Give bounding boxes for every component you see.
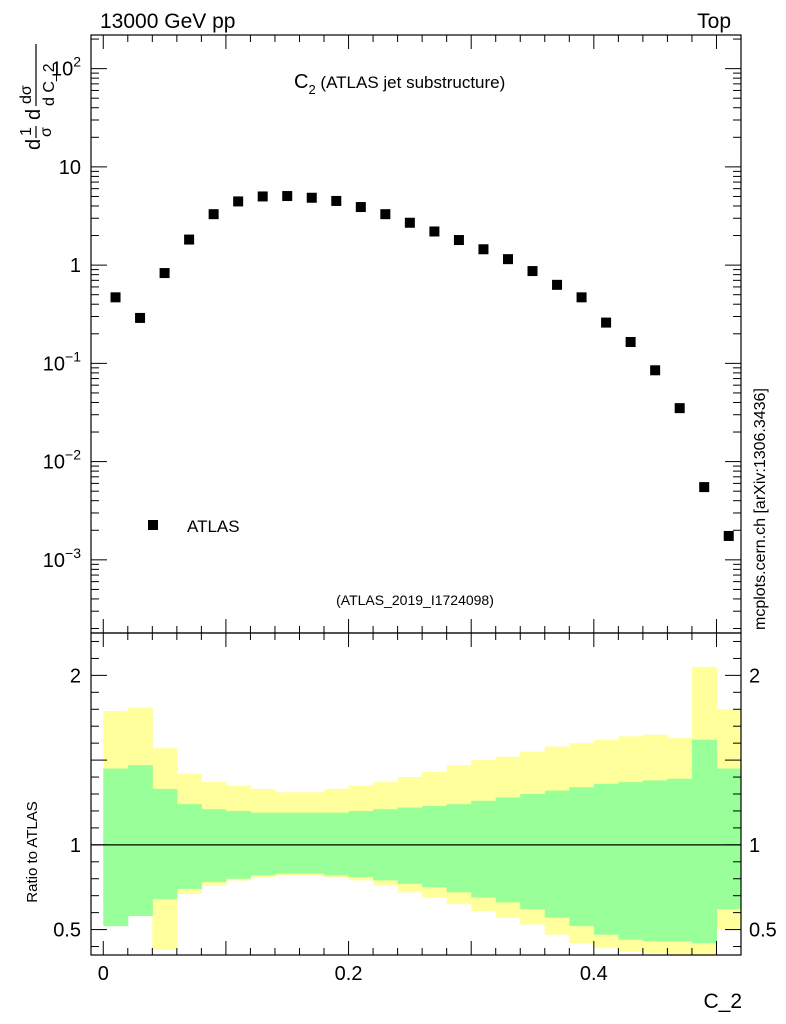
xtick-label-2: 0.4 (580, 963, 608, 985)
data-point-0 (110, 292, 121, 303)
data-point-2 (159, 268, 170, 279)
data-point-10 (355, 202, 366, 213)
ratio-ytick-label-right-0: 0.5 (749, 920, 777, 942)
top-ytick-mantissa-4: 10 (43, 452, 65, 474)
band-inner-bin-2 (152, 788, 178, 900)
band-inner-bin-21 (618, 782, 644, 940)
plot-title-rest: (ATLAS jet substructure) (316, 73, 506, 92)
band-inner-bin-18 (544, 790, 570, 918)
xtick-label-1: 0.2 (335, 963, 363, 985)
data-point-4 (208, 209, 219, 220)
ratio-ytick-label-left-2: 2 (70, 665, 81, 687)
top-ytick-mantissa-1: 10 (59, 157, 81, 179)
ratio-ytick-label-right-1: 1 (749, 835, 760, 857)
data-point-12 (404, 217, 415, 228)
data-point-9 (331, 195, 342, 206)
top-ytick-mantissa-0: 10 (51, 59, 73, 81)
top-ytick-exponent-0: 2 (73, 54, 81, 70)
header-right: Top (697, 10, 731, 33)
plot-title-main: C (294, 71, 308, 93)
top-ytick-exponent-3: −1 (65, 348, 81, 364)
band-inner-bin-13 (422, 805, 448, 888)
data-point-13 (429, 226, 440, 237)
band-inner-bin-1 (127, 765, 153, 917)
band-inner-bin-20 (593, 783, 619, 935)
top-ytick-label-2: 1 (70, 255, 81, 277)
band-inner-bin-14 (446, 804, 472, 893)
top-ytick-mantissa-2: 1 (70, 255, 81, 277)
plot-title-sub: 2 (308, 82, 315, 97)
band-inner-bin-8 (299, 812, 325, 874)
band-inner-bin-22 (642, 780, 668, 942)
ratio-ytick-label-right-2: 2 (749, 665, 760, 687)
xtick-label-0: 0 (98, 963, 109, 985)
data-point-23 (674, 403, 685, 414)
top-ytick-label-5: 10−3 (43, 545, 81, 572)
ratio-ytick-label-left-0: 0.5 (53, 920, 81, 942)
band-inner-bin-17 (520, 794, 546, 910)
ylabel-dc2: d C_2 (41, 63, 58, 106)
data-point-21 (625, 336, 636, 347)
top-frame (90, 34, 742, 634)
top-ytick-exponent-4: −2 (65, 447, 81, 463)
data-point-22 (650, 365, 661, 376)
legend-marker (148, 520, 158, 530)
data-point-18 (552, 279, 563, 290)
ratio-ylabel: Ratio to ATLAS (24, 801, 41, 902)
data-point-6 (257, 191, 268, 202)
data-point-20 (601, 317, 612, 328)
xlabel: C_2 (703, 990, 742, 1013)
band-inner-bin-3 (176, 804, 202, 889)
top-ytick-mantissa-5: 10 (43, 550, 65, 572)
data-point-16 (502, 254, 513, 265)
band-inner-bin-25 (716, 768, 742, 910)
data-point-8 (306, 192, 317, 203)
band-inner-bin-9 (324, 812, 350, 876)
data-point-7 (282, 191, 293, 202)
data-point-17 (527, 266, 538, 277)
data-point-14 (453, 235, 464, 246)
analysis-tag: (ATLAS_2019_I1724098) (336, 592, 494, 608)
top-ytick-exponent-5: −3 (65, 545, 81, 561)
band-inner-bin-4 (201, 809, 227, 883)
band-inner-bin-6 (250, 812, 276, 876)
data-point-25 (723, 530, 734, 541)
ylabel-d2: d (23, 109, 45, 120)
top-ytick-mantissa-3: 10 (43, 353, 65, 375)
band-inner-bin-7 (274, 812, 300, 874)
top-ylabel: d 1 σ d dσ d C_2 (18, 44, 58, 150)
header-left: 13000 GeV pp (100, 10, 235, 33)
band-inner-bin-23 (667, 778, 693, 942)
data-point-24 (699, 482, 710, 493)
ylabel-dsigma: dσ (18, 85, 35, 104)
ratio-plot: 0.5 0.5 1 1 2 2 0 0.2 0.4 (53, 632, 777, 985)
ratio-ytick-label-left-1: 1 (70, 835, 81, 857)
data-point-19 (576, 292, 587, 303)
top-ytick-label-3: 10−1 (43, 348, 81, 375)
side-label: mcplots.cern.ch [arXiv:1306.3436] (752, 388, 769, 630)
band-inner-bin-24 (691, 739, 717, 944)
legend-label: ATLAS (187, 517, 240, 536)
data-point-1 (135, 312, 146, 323)
band-inner-bin-16 (495, 797, 521, 903)
data-point-15 (478, 244, 489, 255)
ylabel-sigma: σ (38, 127, 55, 137)
band-inner-bin-0 (103, 768, 129, 927)
plot-title: C2 (ATLAS jet substructure) (294, 71, 505, 97)
ylabel-one: 1 (18, 127, 35, 136)
top-ytick-label-0: 102 (51, 54, 81, 81)
ylabel-d1: d (23, 139, 45, 150)
data-point-3 (184, 234, 195, 245)
data-point-11 (380, 209, 391, 220)
band-inner-bin-15 (471, 800, 497, 898)
data-point-5 (233, 196, 244, 207)
band-inner-bin-12 (397, 807, 423, 884)
top-ytick-label-1: 10 (59, 157, 81, 179)
top-ytick-label-4: 10−2 (43, 447, 81, 474)
band-inner-bin-19 (569, 787, 595, 927)
band-inner-bin-10 (348, 810, 374, 878)
